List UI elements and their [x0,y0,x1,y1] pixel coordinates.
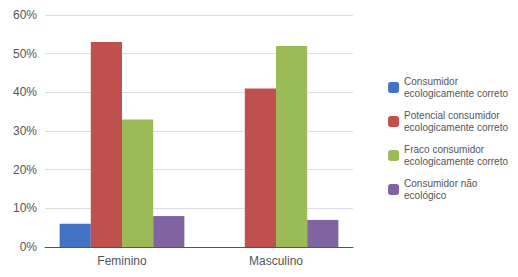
svg-text:Consumidor não: Consumidor não [404,178,478,189]
svg-text:Consumidor: Consumidor [404,76,459,87]
svg-text:60%: 60% [13,8,37,22]
svg-text:ecologicamente correto: ecologicamente correto [404,122,508,133]
svg-text:ecológico: ecológico [404,190,447,201]
svg-text:Masculino: Masculino [249,254,303,268]
svg-text:0%: 0% [20,240,38,254]
svg-text:50%: 50% [13,47,37,61]
svg-text:30%: 30% [13,124,37,138]
svg-text:20%: 20% [13,163,37,177]
svg-text:ecologicamente correto: ecologicamente correto [404,156,508,167]
svg-text:Feminino: Feminino [97,254,147,268]
svg-text:Potencial consumidor: Potencial consumidor [404,110,500,121]
svg-text:10%: 10% [13,201,37,215]
svg-text:Fraco consumidor: Fraco consumidor [404,144,485,155]
svg-text:40%: 40% [13,85,37,99]
svg-text:ecologicamente correto: ecologicamente correto [404,88,508,99]
